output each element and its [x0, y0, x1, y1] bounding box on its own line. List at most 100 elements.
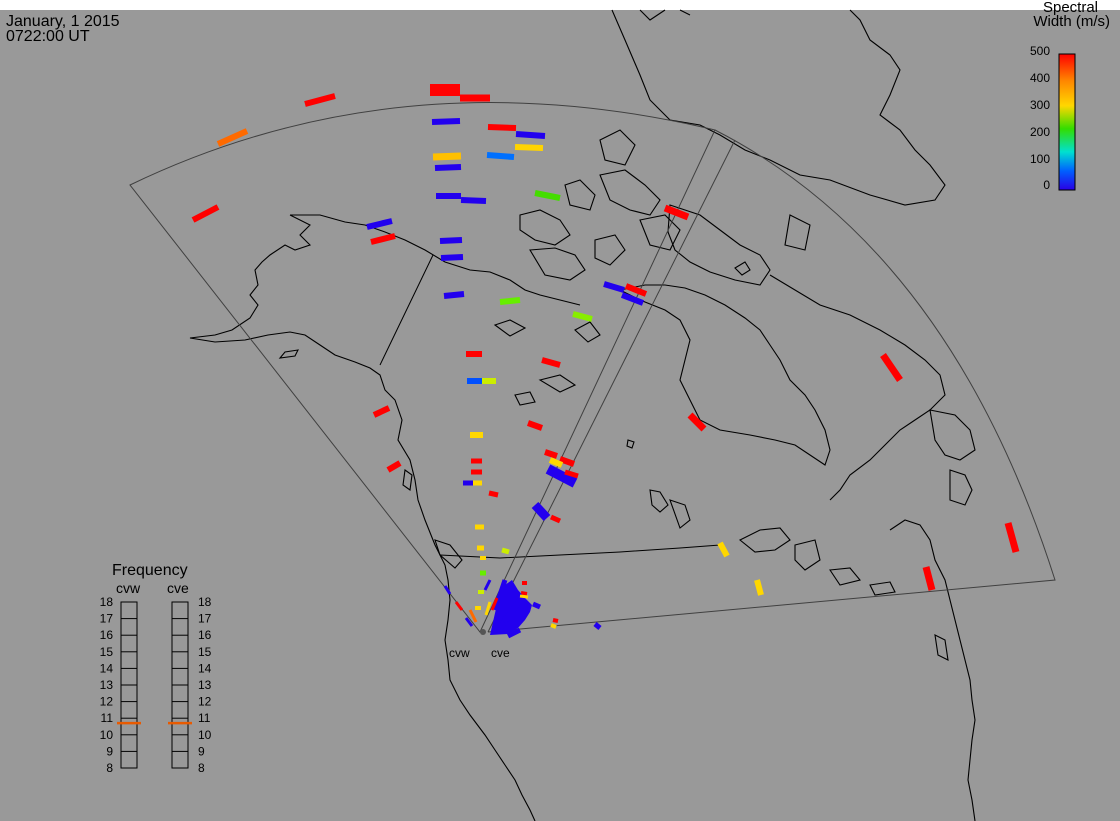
echo: [593, 622, 602, 630]
echo: [624, 283, 648, 297]
frequency-scale-label-right: 11: [198, 711, 211, 725]
colorbar-tick: 400: [1030, 71, 1050, 85]
echo: [486, 152, 515, 160]
frequency-scale-label-left: 18: [100, 595, 114, 609]
echo: [687, 412, 707, 432]
frequency-title: Frequency: [112, 562, 188, 579]
echo: [366, 218, 393, 230]
echo: [454, 601, 464, 611]
echo: [483, 579, 492, 591]
radar-sites: cvw cve: [449, 629, 510, 660]
colorbar-title-line2: Width (m/s): [1033, 13, 1110, 30]
site-label-cvw: cvw: [449, 646, 470, 660]
echo: [663, 204, 690, 221]
frequency-scale-label-left: 9: [106, 744, 113, 758]
echo: [531, 501, 551, 522]
echo: [506, 627, 522, 639]
frequency-scale-label-left: 17: [100, 612, 114, 626]
echo: [468, 609, 478, 623]
colorbar: Spectral Width (m/s) 500 400 300 200 100…: [1030, 0, 1110, 192]
echo: [487, 124, 517, 131]
echo: [492, 579, 508, 611]
echo: [550, 623, 557, 629]
map-background: [0, 10, 1120, 821]
frequency-scale-label-right: 16: [198, 628, 212, 642]
echo: [620, 292, 645, 306]
echo: [386, 460, 402, 473]
frequency-scale-label-right: 18: [198, 595, 212, 609]
frequency-scale-label-left: 10: [100, 728, 114, 742]
echo: [552, 618, 559, 623]
radar-echoes: [191, 84, 1020, 639]
echo: [532, 601, 541, 610]
frequency-radar-label-cvw: cvw: [116, 580, 141, 596]
echo: [499, 297, 521, 305]
frequency-scale-label-left: 15: [100, 645, 114, 659]
echo: [440, 254, 464, 261]
echo: [922, 566, 936, 591]
frequency-radar-label-cve: cve: [167, 580, 189, 596]
frequency-scale-label-left: 13: [100, 678, 114, 692]
coastlines: [189, 9, 976, 821]
echo: [216, 128, 249, 147]
echo: [372, 405, 391, 418]
echo: [520, 591, 528, 596]
colorbar-tick: 500: [1030, 44, 1050, 58]
echo: [443, 585, 452, 595]
echo: [544, 449, 558, 459]
fov-outlines: [129, 102, 1056, 633]
frequency-scale-label-right: 17: [198, 612, 212, 626]
echo: [519, 594, 529, 599]
echo: [304, 93, 336, 107]
boundaries: [379, 254, 721, 559]
frequency-scale-label-left: 8: [106, 761, 113, 775]
frequency-scale-label-left: 12: [100, 695, 114, 709]
frequency-scale-label-right: 12: [198, 695, 212, 709]
echo: [443, 291, 465, 299]
frequency-scale-label-left: 16: [100, 628, 114, 642]
echo: [501, 607, 530, 623]
frequency-scale-label-right: 13: [198, 678, 212, 692]
echo: [603, 281, 625, 293]
echo: [541, 357, 561, 368]
colorbar-tick: 300: [1030, 98, 1050, 112]
echo: [501, 547, 510, 555]
echo: [460, 197, 487, 204]
colorbar-title-line1: Spectral: [1043, 0, 1098, 16]
echo: [548, 457, 564, 468]
echo: [488, 490, 499, 498]
colorbar-tick: 100: [1030, 152, 1050, 166]
site-marker-cvw: [480, 629, 486, 635]
echo: [1004, 522, 1020, 553]
time-label: 0722:00 UT: [6, 28, 90, 45]
frequency-scale-label-left: 11: [101, 711, 114, 725]
frequency-panel: Frequency cvw cve 18 18 17 17 16 16 15 15 14 14 13…: [100, 562, 212, 775]
echo: [439, 237, 463, 244]
colorbar-tick: 0: [1043, 178, 1050, 192]
echo: [572, 311, 593, 322]
echo: [526, 420, 544, 431]
echo: [515, 131, 546, 139]
echo: [534, 190, 561, 201]
echo: [464, 617, 474, 627]
echo: [434, 164, 462, 171]
frequency-scale-label-right: 10: [198, 728, 212, 742]
frequency-columns: 18 18 17 17 16 16 15 15 14 14 13 13 12 12 11 11 10 10 9 9 8 8: [100, 595, 212, 775]
echo: [431, 118, 461, 125]
echo: [564, 469, 579, 479]
echo: [558, 456, 576, 467]
echo: [370, 233, 396, 245]
echo: [549, 514, 562, 524]
frequency-scale-label-right: 9: [198, 744, 205, 758]
echo: [191, 204, 220, 223]
echo: [514, 144, 544, 151]
frequency-scale-label-right: 14: [198, 661, 212, 675]
echo: [484, 601, 492, 616]
date-label: January, 1 2015: [6, 13, 120, 30]
colorbar-tick: 200: [1030, 125, 1050, 139]
colorbar-gradient: [1058, 53, 1076, 191]
frequency-scale-label-right: 8: [198, 761, 205, 775]
echo: [880, 353, 903, 382]
